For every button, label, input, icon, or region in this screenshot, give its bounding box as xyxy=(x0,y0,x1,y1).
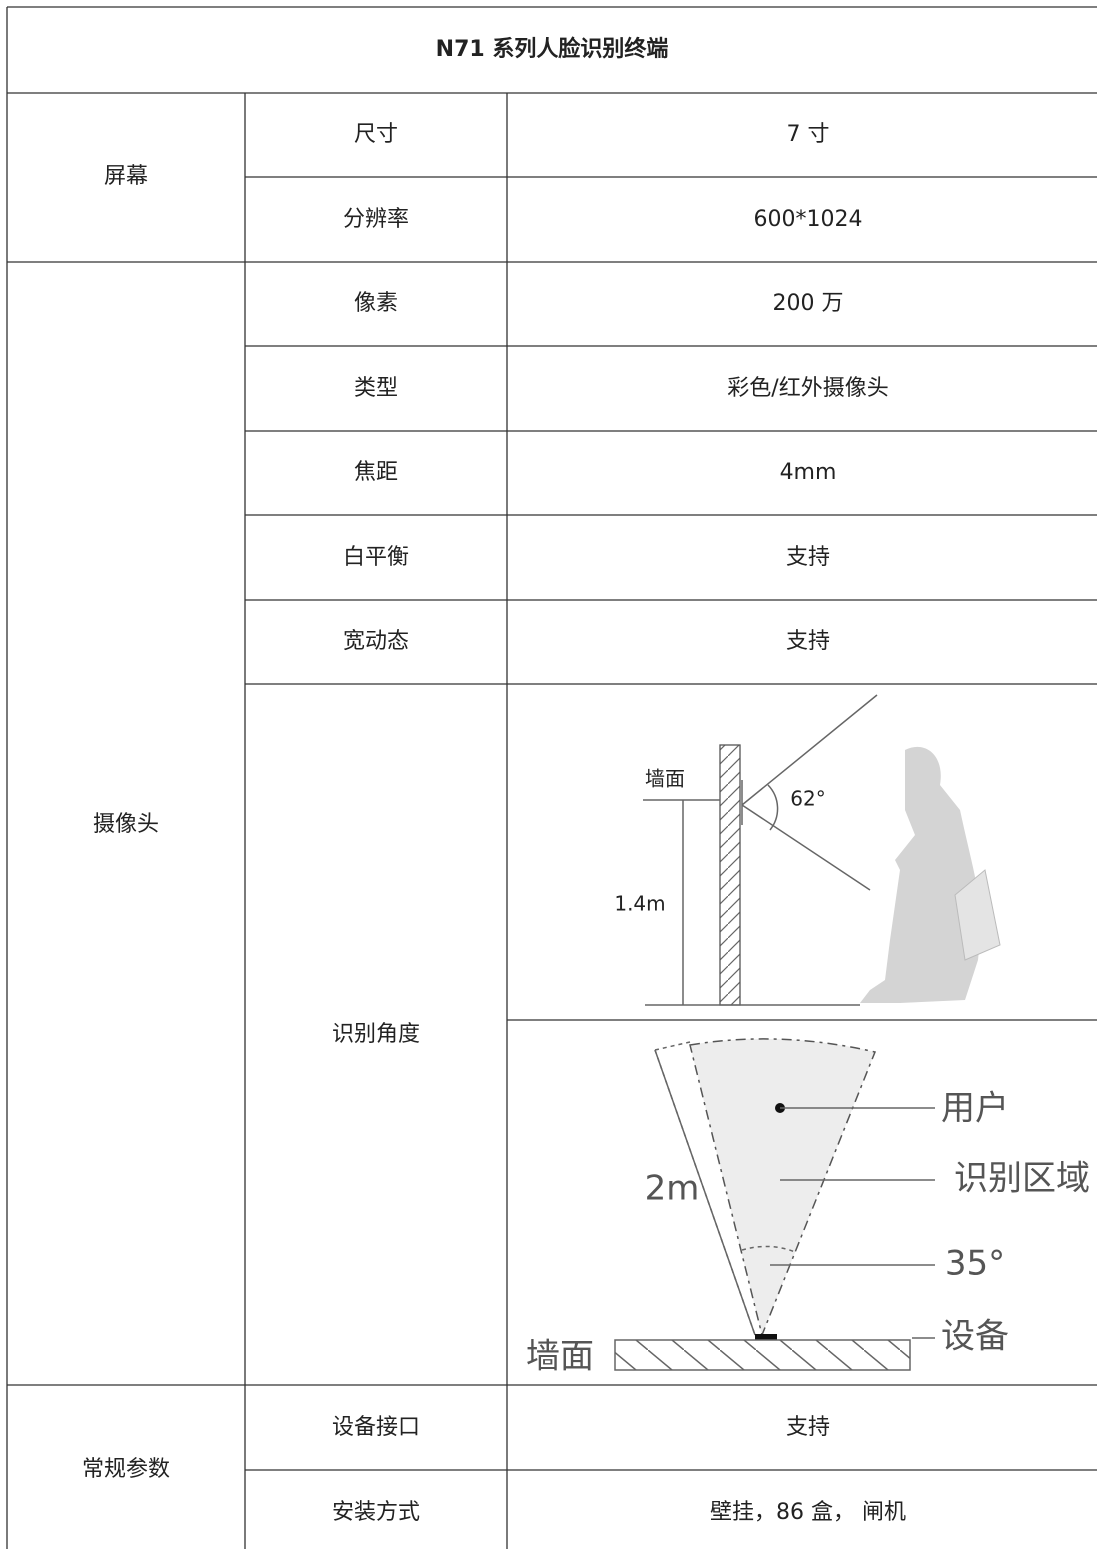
angle-label: 62° xyxy=(790,787,825,811)
distance-label: 2m xyxy=(645,1169,700,1209)
group: 摄像头 xyxy=(93,812,159,837)
angle-label: 35° xyxy=(945,1244,1005,1284)
param: 宽动态 xyxy=(343,629,409,654)
param: 识别角度 xyxy=(332,1022,420,1047)
wall-label: 墙面 xyxy=(645,767,685,791)
value: 彩色/红外摄像头 xyxy=(727,376,888,401)
value: 支持 xyxy=(786,629,830,654)
value: 支持 xyxy=(786,545,830,570)
param: 白平衡 xyxy=(343,545,409,570)
zone-label: 识别区域 xyxy=(954,1159,1090,1199)
user-label: 用户 xyxy=(941,1089,1009,1129)
value: 7 寸 xyxy=(787,122,830,147)
param: 像素 xyxy=(354,291,398,316)
param: 设备接口 xyxy=(332,1415,420,1440)
grid-lines xyxy=(6,6,1097,1549)
side-diagram: 墙面 62° 1.4m xyxy=(614,694,1001,1006)
wall-label: 墙面 xyxy=(526,1337,594,1377)
device-label: 设备 xyxy=(941,1317,1009,1357)
param: 类型 xyxy=(354,376,398,401)
param: 焦距 xyxy=(354,460,398,485)
group: 屏幕 xyxy=(104,164,148,189)
param: 安装方式 xyxy=(332,1500,420,1525)
param: 分辨率 xyxy=(343,207,409,232)
param: 尺寸 xyxy=(354,122,398,147)
value: 支持 xyxy=(786,1415,830,1440)
title: N71 系列人脸识别终端 xyxy=(436,36,669,62)
height-label: 1.4m xyxy=(614,892,665,916)
top-diagram: 用户 识别区域 2m 35° 设备 墙面 xyxy=(526,1038,1090,1377)
value: 壁挂，86 盒， 闸机 xyxy=(710,1500,906,1525)
value: 4mm xyxy=(780,460,837,485)
group: 常规参数 xyxy=(82,1457,170,1482)
value: 200 万 xyxy=(773,291,844,316)
value: 600*1024 xyxy=(754,207,863,232)
